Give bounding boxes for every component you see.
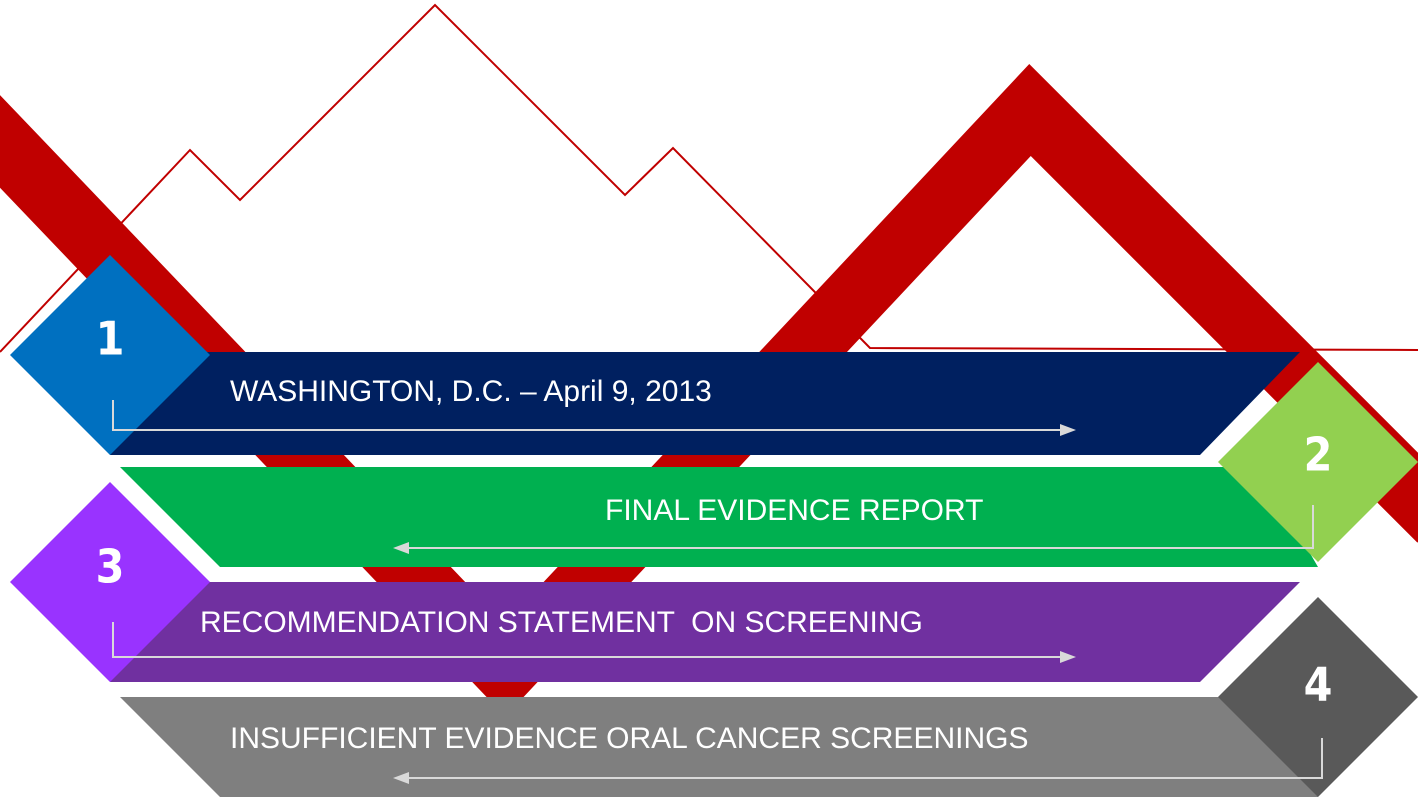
- step-number: 2: [1304, 428, 1333, 482]
- arrowhead: [1060, 424, 1076, 436]
- arrow: [405, 738, 1323, 779]
- arrowhead: [393, 772, 409, 784]
- arrow: [405, 505, 1314, 549]
- arrow: [112, 622, 1065, 658]
- band-4: [120, 697, 1318, 797]
- step-number: 4: [1304, 658, 1333, 712]
- step-label: WASHINGTON, D.C. – April 9, 2013: [230, 375, 712, 408]
- diamond-4: [1218, 597, 1418, 797]
- step-number: 3: [96, 540, 125, 594]
- diamond-1-shade: [110, 355, 210, 455]
- diamond-3-shade: [110, 582, 210, 682]
- arrow: [112, 400, 1065, 431]
- arrowhead: [393, 542, 409, 554]
- step-label: INSUFFICIENT EVIDENCE ORAL CANCER SCREEN…: [230, 722, 1028, 755]
- band-2: [120, 467, 1318, 567]
- arrowhead: [1060, 651, 1076, 663]
- step-label: FINAL EVIDENCE REPORT: [605, 494, 983, 527]
- step-number: 1: [96, 312, 125, 366]
- step-label: RECOMMENDATION STATEMENT ON SCREENING: [200, 606, 923, 639]
- diamond-2: [1218, 362, 1418, 562]
